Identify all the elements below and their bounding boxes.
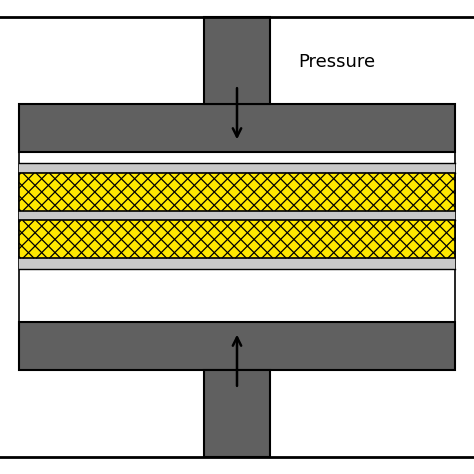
Bar [19,322,455,370]
Bar [19,173,455,211]
Bar [204,370,270,457]
Bar [19,152,455,322]
Bar [19,258,455,269]
Bar [19,211,455,220]
Bar [19,220,455,258]
Bar [19,220,455,258]
Bar [19,173,455,211]
Text: Pressure: Pressure [299,53,376,71]
Bar [19,104,455,152]
Bar [204,17,270,104]
Bar [19,163,455,173]
